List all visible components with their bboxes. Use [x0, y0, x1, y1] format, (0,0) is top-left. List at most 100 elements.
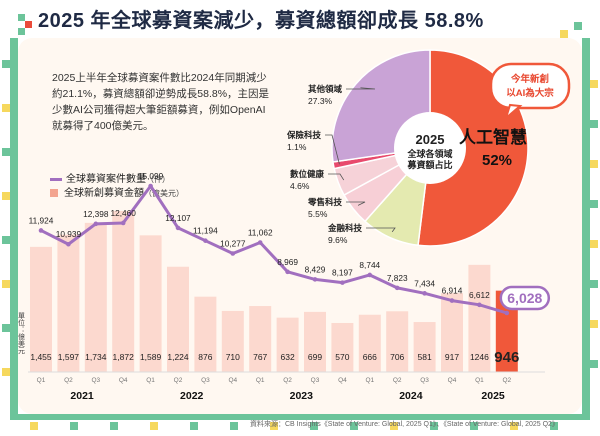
pie-title-year: 2025 [416, 132, 445, 147]
bar-q4 [112, 211, 135, 372]
case-count-point [285, 269, 290, 275]
pie-leader-line [346, 87, 376, 90]
pie-leader-line [325, 134, 340, 165]
x-tick-label: Q3 [91, 377, 100, 384]
line-value-label: 12,398 [83, 209, 109, 219]
year-label: 2021 [70, 390, 94, 402]
x-tick-label: Q3 [201, 377, 210, 384]
x-tick-label: Q4 [338, 377, 347, 384]
line-value-label: 6,914 [442, 286, 463, 296]
bar-q12 [331, 322, 354, 372]
bar-value-label: 1246 [470, 352, 489, 362]
pie-value-label: 4.6% [290, 181, 310, 191]
case-count-point [394, 285, 400, 291]
bar-q16 [441, 293, 463, 372]
bar-value-label: 710 [226, 352, 240, 362]
bar-q2 [57, 234, 80, 372]
case-count-point [477, 302, 482, 308]
case-count-point [257, 240, 263, 245]
pie-leader-line [366, 227, 396, 233]
bar-q13 [358, 314, 381, 372]
x-tick-label: Q2 [283, 377, 292, 384]
pie-label: 其他領域 [308, 84, 343, 94]
x-tick-label: Q1 [475, 377, 484, 384]
year-label: 2022 [180, 390, 204, 402]
case-count-point [504, 310, 510, 316]
case-count-point [422, 291, 427, 296]
pie-value-label: 9.6% [328, 235, 348, 245]
latest-count-badge [499, 285, 551, 311]
line-value-label: 6,028 [507, 290, 542, 306]
callout-tail [504, 103, 523, 122]
bar-q10 [276, 317, 299, 372]
x-tick-label: Q2 [502, 377, 511, 384]
case-count-point [340, 280, 345, 285]
title-pixel [25, 21, 32, 28]
case-count-point [367, 272, 373, 278]
pie-value-ai: 52% [482, 152, 512, 169]
bar-value-label: 1,224 [167, 352, 189, 362]
bar-value-label: 570 [335, 352, 349, 362]
case-count-point [449, 298, 455, 303]
pie-title: 全球各領域 [406, 148, 452, 159]
year-label: 2024 [399, 390, 423, 402]
line-value-label: 11,924 [29, 215, 54, 225]
bar-value-label: 917 [445, 352, 459, 362]
pie-label: 零售科技 [307, 197, 343, 207]
line-value-label: 8,969 [277, 257, 298, 267]
line-value-label: 8,744 [359, 260, 380, 270]
title-pixel [18, 28, 25, 35]
x-tick-label: Q1 [146, 377, 155, 384]
bar-value-label: 1,589 [140, 352, 162, 362]
bar-value-label: 946 [494, 349, 519, 366]
page-title: 2025 年全球募資案減少，募資總額卻成長 58.8% [38, 10, 484, 32]
bar-value-label: 1,734 [85, 352, 107, 362]
year-label: 2025 [481, 390, 505, 402]
legend-bar-label: 全球新創募資金額 [64, 188, 144, 199]
pie-center [394, 112, 466, 184]
callout-text: 今年新創 [510, 73, 549, 85]
case-count-point [93, 221, 99, 227]
case-count-point [312, 277, 318, 282]
bar-q5 [139, 235, 162, 372]
line-value-label: 11,062 [248, 228, 273, 238]
legend-line-unit: （件） [146, 175, 170, 184]
line-value-label: 15,099 [138, 171, 164, 181]
case-count-point [175, 225, 181, 231]
bar-value-label: 666 [363, 352, 377, 362]
line-value-label: 8,197 [332, 268, 353, 278]
line-value-label: 11,194 [193, 226, 218, 236]
bar-value-label: 876 [198, 352, 212, 362]
case-count-point [203, 238, 208, 243]
pixel-frame [2, 22, 598, 430]
bar-q15 [413, 322, 436, 372]
line-value-label: 12,107 [165, 213, 191, 223]
bar-q11 [304, 311, 326, 372]
legend-line-swatch [50, 177, 62, 181]
bar-q6 [167, 266, 189, 372]
bar-value-label: 1,455 [30, 352, 52, 362]
bar-q1 [30, 246, 52, 372]
x-tick-label: Q4 [119, 377, 128, 384]
pie-value-label: 5.5% [308, 209, 328, 219]
case-count-point [120, 220, 126, 226]
pie-label: 數位健康 [290, 169, 325, 179]
line-value-label: 6,612 [469, 290, 490, 300]
legend-bar: 全球新創募資金額（億美元） [50, 184, 184, 199]
title-pixel [18, 14, 25, 21]
line-value-label: 7,823 [387, 273, 408, 283]
year-label: 2023 [290, 390, 314, 402]
callout-text: 以AI為大宗 [506, 87, 554, 99]
unit-label: 單位：億美元 [18, 312, 26, 355]
pie-label: 保險科技 [286, 130, 322, 140]
case-count-point [230, 251, 236, 256]
case-count-point [66, 241, 71, 247]
case-count-line [40, 184, 508, 315]
pie-title: 募資額占比 [406, 159, 452, 170]
x-tick-label: Q3 [420, 377, 429, 384]
bar-value-label: 632 [281, 352, 295, 362]
source-note: 資料來源：CB Insights《State of Venture: Globa… [250, 421, 559, 428]
bar-q9 [249, 306, 272, 372]
callout-bubble [489, 62, 571, 110]
